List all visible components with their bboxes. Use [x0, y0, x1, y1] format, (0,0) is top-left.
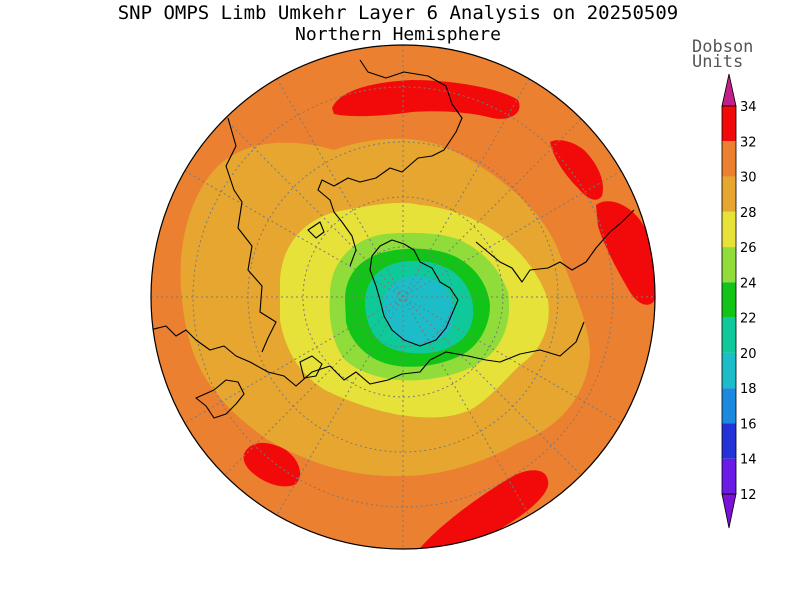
level-32-34-east-upper	[550, 140, 604, 200]
colorbar-segment-24-26	[722, 247, 736, 283]
chart-title: SNP OMPS Limb Umkehr Layer 6 Analysis on…	[117, 2, 679, 24]
colorbar-segment-12-14	[722, 458, 736, 494]
colorbar-tick-label: 18	[740, 382, 757, 397]
colorbar-segment-20-22	[722, 317, 736, 353]
coastline-greenland-arctic	[369, 239, 459, 347]
colorbar-segment-26-28	[722, 211, 736, 248]
coastlines	[151, 59, 635, 419]
colorbar-tick-label: 20	[740, 347, 757, 362]
colorbar: 34 32 30 28 26 24 22 20 18 16 14 12	[721, 73, 757, 529]
coastline-island-group	[195, 379, 245, 419]
colorbar-units-label: Dobson Units	[692, 37, 754, 72]
level-32-34-north	[332, 80, 520, 119]
colorbar-tick-label: 28	[740, 206, 757, 221]
level-32-34-east-lower	[596, 201, 655, 305]
colorbar-cap-over	[721, 73, 737, 107]
colorbar-segment-28-30	[722, 176, 736, 212]
colorbar-tick-label: 14	[740, 453, 757, 468]
units-line-2: Units	[692, 52, 744, 72]
chart-subtitle: Northern Hemisphere	[295, 24, 501, 45]
coastline-inner-sea	[299, 355, 323, 379]
coastline-northeast	[475, 209, 635, 283]
colorbar-tick-label: 26	[740, 241, 757, 256]
colorbar-segment-14-16	[722, 423, 736, 459]
colorbar-tick-label: 12	[740, 488, 757, 503]
level-18-20	[383, 276, 454, 345]
colorbar-segment-32-34	[722, 106, 736, 142]
ozone-field	[151, 45, 655, 549]
level-32-34-southwest	[243, 442, 301, 487]
colorbar-segment-22-24	[722, 282, 736, 318]
coastline-eurasia	[151, 321, 585, 387]
colorbar-cap-under	[721, 493, 737, 529]
colorbar-tick-label: 16	[740, 417, 757, 432]
level-32-34-south	[420, 470, 549, 549]
colorbar-frame	[721, 105, 737, 495]
coastline-western-continent	[225, 117, 277, 353]
map-boundary	[150, 44, 656, 550]
units-line-1: Dobson	[692, 37, 754, 57]
colorbar-segment-30-32	[722, 141, 736, 177]
coastline-north-america	[317, 59, 463, 267]
colorbar-segment-16-18	[722, 388, 736, 424]
colorbar-tick-label: 32	[740, 135, 757, 150]
colorbar-tick-label: 24	[740, 276, 757, 291]
colorbar-tick-label: 30	[740, 171, 757, 186]
colorbar-segment-18-20	[722, 352, 736, 389]
colorbar-tick-label: 34	[740, 100, 757, 115]
graticule	[151, 45, 655, 549]
colorbar-tick-label: 22	[740, 312, 757, 327]
coastline-island	[307, 221, 325, 239]
meridian	[184, 170, 622, 424]
